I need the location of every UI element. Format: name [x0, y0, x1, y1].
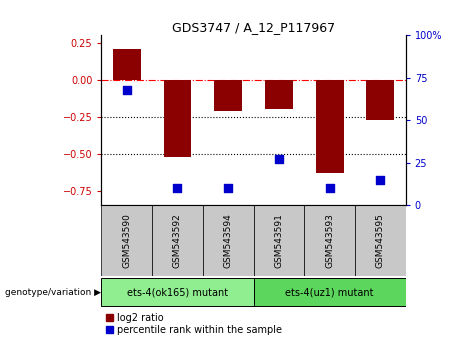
- Bar: [101, 278, 254, 306]
- Bar: [254, 278, 406, 306]
- Bar: [254, 205, 304, 276]
- Text: GSM543595: GSM543595: [376, 213, 385, 268]
- Point: [275, 156, 283, 162]
- Bar: [101, 205, 152, 276]
- Bar: [265, 80, 293, 109]
- Text: GSM543592: GSM543592: [173, 213, 182, 268]
- Bar: [152, 205, 203, 276]
- Title: GDS3747 / A_12_P117967: GDS3747 / A_12_P117967: [172, 21, 335, 34]
- Bar: [366, 80, 394, 120]
- Legend: log2 ratio, percentile rank within the sample: log2 ratio, percentile rank within the s…: [106, 313, 282, 335]
- Text: GSM543591: GSM543591: [274, 213, 284, 268]
- Bar: [203, 205, 254, 276]
- Text: GSM543594: GSM543594: [224, 213, 233, 268]
- Bar: [355, 205, 406, 276]
- Text: ets-4(ok165) mutant: ets-4(ok165) mutant: [127, 287, 228, 297]
- Bar: [164, 80, 191, 156]
- Text: GSM543593: GSM543593: [325, 213, 334, 268]
- Point: [123, 87, 130, 93]
- Text: ets-4(uz1) mutant: ets-4(uz1) mutant: [285, 287, 374, 297]
- Point: [377, 177, 384, 183]
- Bar: [316, 80, 343, 173]
- Point: [174, 185, 181, 191]
- Text: genotype/variation ▶: genotype/variation ▶: [5, 287, 100, 297]
- Bar: [304, 205, 355, 276]
- Point: [326, 185, 333, 191]
- Bar: [113, 49, 141, 80]
- Point: [225, 185, 232, 191]
- Text: GSM543590: GSM543590: [122, 213, 131, 268]
- Bar: [214, 80, 242, 111]
